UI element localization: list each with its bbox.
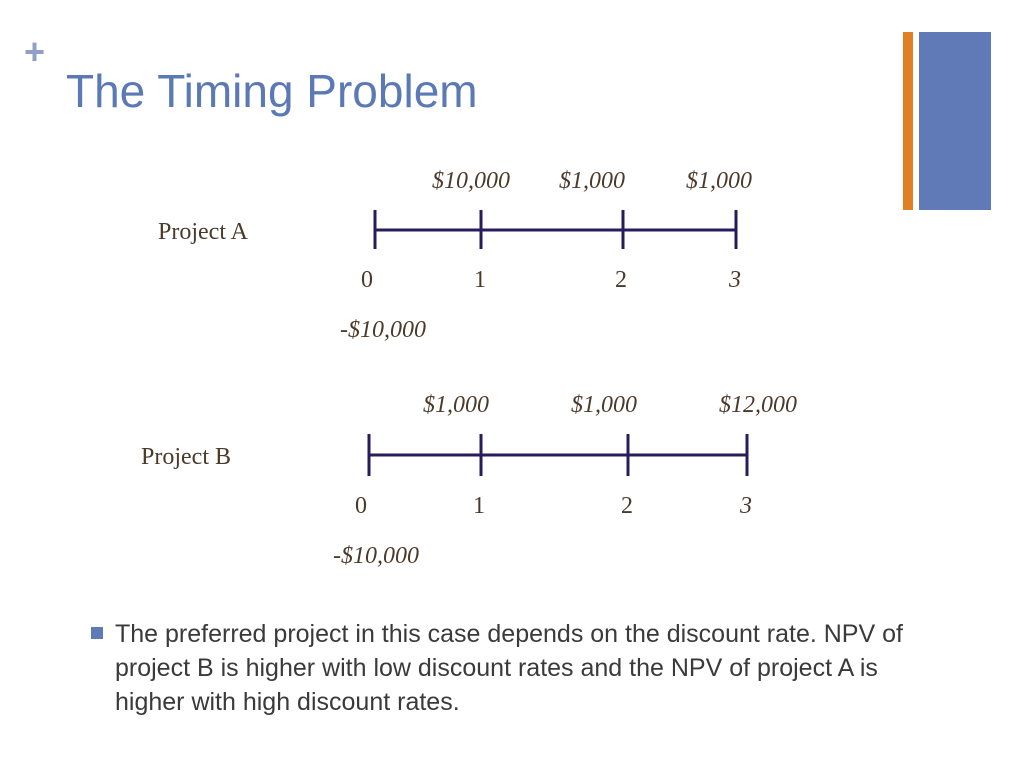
project-a-label: Project A (158, 219, 248, 245)
project-b-label: Project B (141, 444, 231, 470)
project-a-outflow: -$10,000 (340, 317, 426, 343)
plus-icon: + (24, 31, 46, 72)
project-a-period-1: 1 (474, 267, 486, 293)
project-a-inflow-3: $1,000 (686, 168, 752, 194)
project-b-inflow-3: $12,000 (719, 392, 797, 418)
project-b-period-2: 2 (621, 493, 633, 519)
accent-bar-blue (919, 32, 991, 210)
project-b-period-0: 0 (355, 493, 367, 519)
project-b-inflow-1: $1,000 (423, 392, 489, 418)
project-a-inflow-1: $10,000 (432, 168, 510, 194)
project-b-period-1: 1 (473, 493, 485, 519)
project-b-outflow: -$10,000 (333, 543, 419, 569)
timeline-project-b (367, 434, 749, 476)
project-a-period-2: 2 (615, 267, 627, 293)
bullet-text: The preferred project in this case depen… (115, 620, 903, 716)
project-a-period-3: 3 (729, 267, 741, 293)
slide-title: The Timing Problem (66, 65, 478, 117)
project-b-inflow-2: $1,000 (571, 392, 637, 418)
project-a-inflow-2: $1,000 (559, 168, 625, 194)
project-b-period-3: 3 (740, 493, 752, 519)
bullet-square-icon (91, 627, 103, 639)
accent-bar-orange (903, 32, 913, 210)
timeline-project-a (373, 210, 738, 249)
project-a-period-0: 0 (361, 267, 373, 293)
